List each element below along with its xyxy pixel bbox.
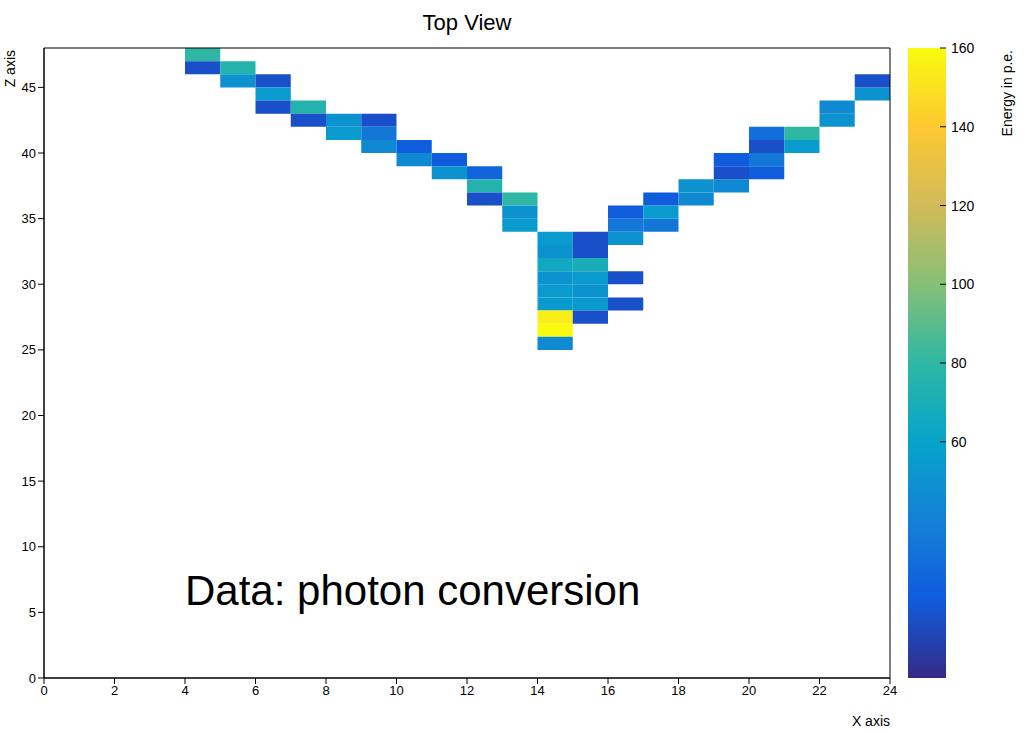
svg-text:20: 20	[742, 683, 756, 698]
svg-text:Z axis: Z axis	[2, 50, 18, 87]
svg-text:100: 100	[951, 276, 975, 292]
svg-text:8: 8	[322, 683, 329, 698]
svg-text:10: 10	[22, 539, 36, 554]
svg-text:4: 4	[181, 683, 188, 698]
svg-text:60: 60	[951, 434, 967, 450]
svg-text:2: 2	[111, 683, 118, 698]
svg-text:120: 120	[951, 198, 975, 214]
svg-text:35: 35	[22, 211, 36, 226]
svg-text:0: 0	[40, 683, 47, 698]
svg-text:Top View: Top View	[423, 10, 512, 35]
svg-text:25: 25	[22, 342, 36, 357]
svg-text:45: 45	[22, 80, 36, 95]
svg-text:40: 40	[22, 146, 36, 161]
svg-text:Energy in p.e.: Energy in p.e.	[999, 50, 1015, 136]
svg-text:22: 22	[812, 683, 826, 698]
svg-text:24: 24	[883, 683, 897, 698]
svg-text:Data: photon conversion: Data: photon conversion	[185, 567, 640, 614]
svg-text:14: 14	[530, 683, 544, 698]
svg-text:6: 6	[252, 683, 259, 698]
svg-text:15: 15	[22, 474, 36, 489]
svg-text:30: 30	[22, 277, 36, 292]
svg-text:20: 20	[22, 408, 36, 423]
svg-text:X axis: X axis	[852, 713, 890, 729]
svg-text:18: 18	[671, 683, 685, 698]
svg-text:5: 5	[29, 605, 36, 620]
svg-text:0: 0	[29, 671, 36, 686]
svg-text:16: 16	[601, 683, 615, 698]
svg-text:12: 12	[460, 683, 474, 698]
svg-text:140: 140	[951, 119, 975, 135]
svg-text:10: 10	[389, 683, 403, 698]
svg-text:160: 160	[951, 40, 975, 56]
svg-text:80: 80	[951, 355, 967, 371]
